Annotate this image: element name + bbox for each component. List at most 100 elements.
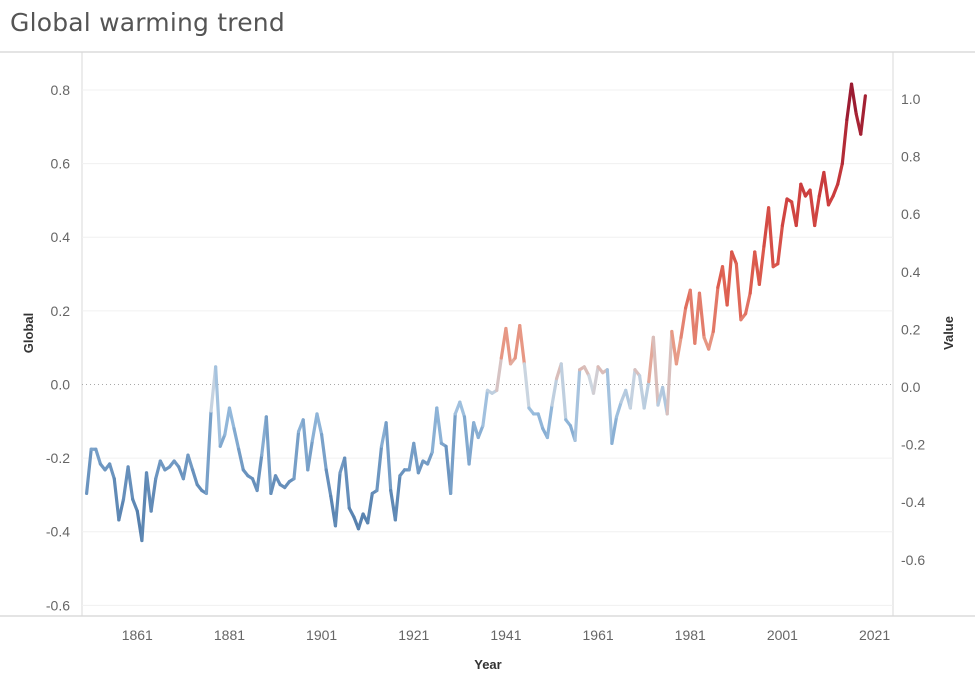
series-segment — [269, 474, 278, 496]
series-segment — [495, 356, 503, 392]
series-segment — [522, 362, 531, 410]
series-segment — [766, 206, 775, 269]
series-segment — [697, 291, 706, 339]
series-segment — [94, 447, 103, 466]
series-segment — [462, 415, 471, 466]
series-segment — [384, 421, 393, 493]
series-segment — [573, 368, 582, 443]
x-tick-label: 2021 — [859, 627, 890, 643]
series-segment — [813, 194, 821, 228]
left-y-tick-label: -0.4 — [46, 524, 70, 540]
series-segment — [504, 326, 513, 366]
x-tick-label: 1961 — [583, 627, 614, 643]
left-y-tick-label: 0.0 — [51, 376, 71, 392]
series-segment — [711, 285, 720, 334]
series-segment — [730, 250, 738, 266]
series-segment — [126, 465, 135, 501]
series-segment — [301, 418, 310, 472]
series-segment — [642, 379, 651, 410]
series-segment — [845, 82, 854, 122]
series-segment — [181, 453, 190, 481]
series-segment — [670, 329, 679, 366]
series-segment — [808, 188, 817, 228]
chart-title: Global warming trend — [10, 8, 285, 37]
series-segment — [679, 306, 688, 339]
x-tick-label: 1921 — [398, 627, 429, 643]
series-segment — [144, 471, 153, 513]
series-segment — [356, 512, 365, 531]
series-segment — [273, 474, 282, 487]
series-segment — [859, 94, 867, 136]
series-segment — [476, 424, 485, 440]
series-segment — [651, 335, 660, 407]
series-segment — [734, 262, 743, 322]
series-segment — [375, 444, 384, 493]
left-y-axis: 0.8 0.6 0.4 0.2 0.0 -0.2 -0.4 -0.6 — [46, 82, 70, 613]
series-segment — [693, 291, 702, 345]
gridlines — [82, 89, 893, 606]
series-segment — [536, 412, 545, 431]
right-y-tick-label: -0.6 — [901, 552, 925, 568]
series-segment — [637, 374, 646, 410]
right-y-tick-label: 0.6 — [901, 206, 921, 222]
left-y-tick-label: 0.4 — [51, 229, 71, 245]
right-y-axis: 1.0 0.8 0.6 0.4 0.2 0.0 -0.2 -0.4 -0.6 — [901, 91, 925, 568]
series-segment — [467, 421, 476, 466]
series-segment — [204, 409, 213, 496]
left-y-tick-label: 0.6 — [51, 156, 71, 172]
series-segment — [223, 406, 232, 437]
series-segment — [149, 477, 158, 513]
series-segment — [780, 197, 789, 228]
series-line — [85, 82, 867, 543]
series-segment — [108, 462, 116, 481]
series-segment — [310, 412, 319, 443]
series-segment — [849, 82, 858, 116]
series-segment — [232, 427, 241, 451]
x-tick-label: 2001 — [767, 627, 798, 643]
right-y-tick-label: 0.8 — [901, 149, 921, 165]
series-segment — [425, 450, 434, 466]
series-segment — [237, 447, 245, 472]
series-segment — [628, 368, 637, 410]
series-segment — [757, 244, 766, 286]
series-segment — [333, 471, 342, 528]
series-segment — [214, 365, 222, 448]
right-y-tick-label: 1.0 — [901, 91, 921, 107]
series-segment — [707, 329, 715, 351]
left-y-tick-label: -0.2 — [46, 450, 70, 466]
left-y-tick-label: -0.6 — [46, 597, 70, 613]
series-segment — [343, 456, 351, 510]
plot-frame — [0, 51, 975, 617]
x-tick-label: 1981 — [675, 627, 706, 643]
series-segment — [481, 388, 490, 428]
series-segment — [665, 329, 674, 416]
series-segment — [591, 365, 600, 395]
series-segment — [264, 415, 273, 496]
right-y-tick-label: 0.2 — [901, 321, 921, 337]
series-segment — [306, 438, 314, 472]
series-segment — [582, 365, 591, 378]
series-segment — [320, 432, 328, 472]
left-y-tick-label: 0.2 — [51, 303, 71, 319]
x-tick-label: 1881 — [214, 627, 245, 643]
series-segment — [822, 170, 831, 207]
series-segment — [430, 406, 439, 454]
series-segment — [412, 441, 420, 475]
series-segment — [743, 291, 752, 316]
x-tick-label: 1901 — [306, 627, 337, 643]
series-segment — [347, 506, 356, 519]
series-segment — [140, 471, 149, 543]
series-segment — [158, 459, 167, 472]
series-segment — [85, 447, 93, 496]
series-segment — [545, 403, 554, 440]
series-segment — [826, 194, 835, 207]
series-segment — [458, 400, 467, 419]
right-y-tick-label: 0.4 — [901, 264, 921, 280]
x-tick-label: 1941 — [490, 627, 521, 643]
right-y-axis-label: Value — [941, 316, 956, 350]
series-segment — [117, 497, 126, 522]
series-segment — [725, 250, 734, 307]
series-segment — [472, 421, 480, 440]
series-segment — [748, 250, 757, 295]
